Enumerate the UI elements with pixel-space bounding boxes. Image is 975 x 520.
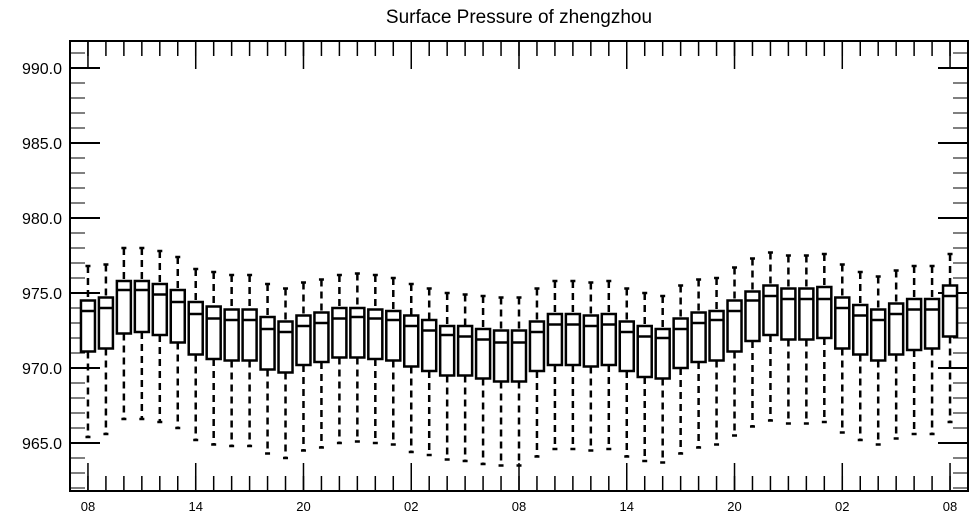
box xyxy=(97,296,115,350)
y-tick-label: 970.0 xyxy=(22,361,62,378)
box xyxy=(762,284,779,337)
box xyxy=(115,279,133,335)
x-tick-label: 08 xyxy=(512,499,526,514)
box xyxy=(780,287,797,341)
x-tick-label: 20 xyxy=(296,499,310,514)
box xyxy=(672,317,689,370)
box xyxy=(798,287,815,341)
x-tick-label: 02 xyxy=(835,499,849,514)
box xyxy=(654,327,671,380)
box xyxy=(456,324,474,377)
box xyxy=(438,324,456,377)
box xyxy=(851,303,869,356)
box xyxy=(223,308,240,362)
box xyxy=(869,308,887,362)
x-tick-label: 20 xyxy=(727,499,741,514)
box xyxy=(582,314,600,368)
box xyxy=(79,299,97,353)
chart-title: Surface Pressure of zhengzhou xyxy=(386,7,652,28)
box xyxy=(887,302,905,356)
box xyxy=(744,290,761,343)
box xyxy=(690,311,707,364)
box xyxy=(636,324,653,379)
box xyxy=(564,312,582,367)
x-tick-label: 14 xyxy=(188,499,202,514)
box xyxy=(205,305,222,361)
box xyxy=(241,308,258,362)
box xyxy=(546,312,564,367)
box xyxy=(905,297,923,352)
box xyxy=(367,308,384,361)
box xyxy=(402,314,420,368)
box xyxy=(708,309,725,362)
box xyxy=(295,314,312,367)
box xyxy=(187,300,204,356)
box xyxy=(726,299,743,353)
box xyxy=(816,285,833,340)
box xyxy=(133,279,151,334)
y-tick-label: 985.0 xyxy=(22,136,62,153)
plot-area: 965.0 970.0 975.0 980.0 985.0 990.0 08 14 20 02 08… xyxy=(22,40,969,514)
y-tick-label: 965.0 xyxy=(22,436,62,453)
box xyxy=(600,312,618,367)
box xyxy=(834,296,851,350)
box xyxy=(169,288,187,344)
box xyxy=(923,297,941,350)
box xyxy=(277,320,294,374)
box xyxy=(618,320,636,373)
y-tick-label: 975.0 xyxy=(22,286,62,303)
x-tick-label: 14 xyxy=(620,499,634,514)
box xyxy=(941,284,959,338)
box xyxy=(349,306,366,359)
x-tick-label: 08 xyxy=(943,499,957,514)
box xyxy=(474,327,492,380)
box xyxy=(510,329,528,383)
box xyxy=(492,329,510,383)
x-tick-label: 02 xyxy=(404,499,418,514)
box xyxy=(313,311,330,364)
box xyxy=(151,282,169,337)
box xyxy=(420,318,438,373)
box xyxy=(528,320,546,373)
box xyxy=(331,306,348,359)
box xyxy=(385,309,402,362)
y-tick-label: 990.0 xyxy=(22,61,62,78)
box xyxy=(259,315,276,371)
y-tick-label: 980.0 xyxy=(22,211,62,228)
x-tick-label: 08 xyxy=(81,499,95,514)
